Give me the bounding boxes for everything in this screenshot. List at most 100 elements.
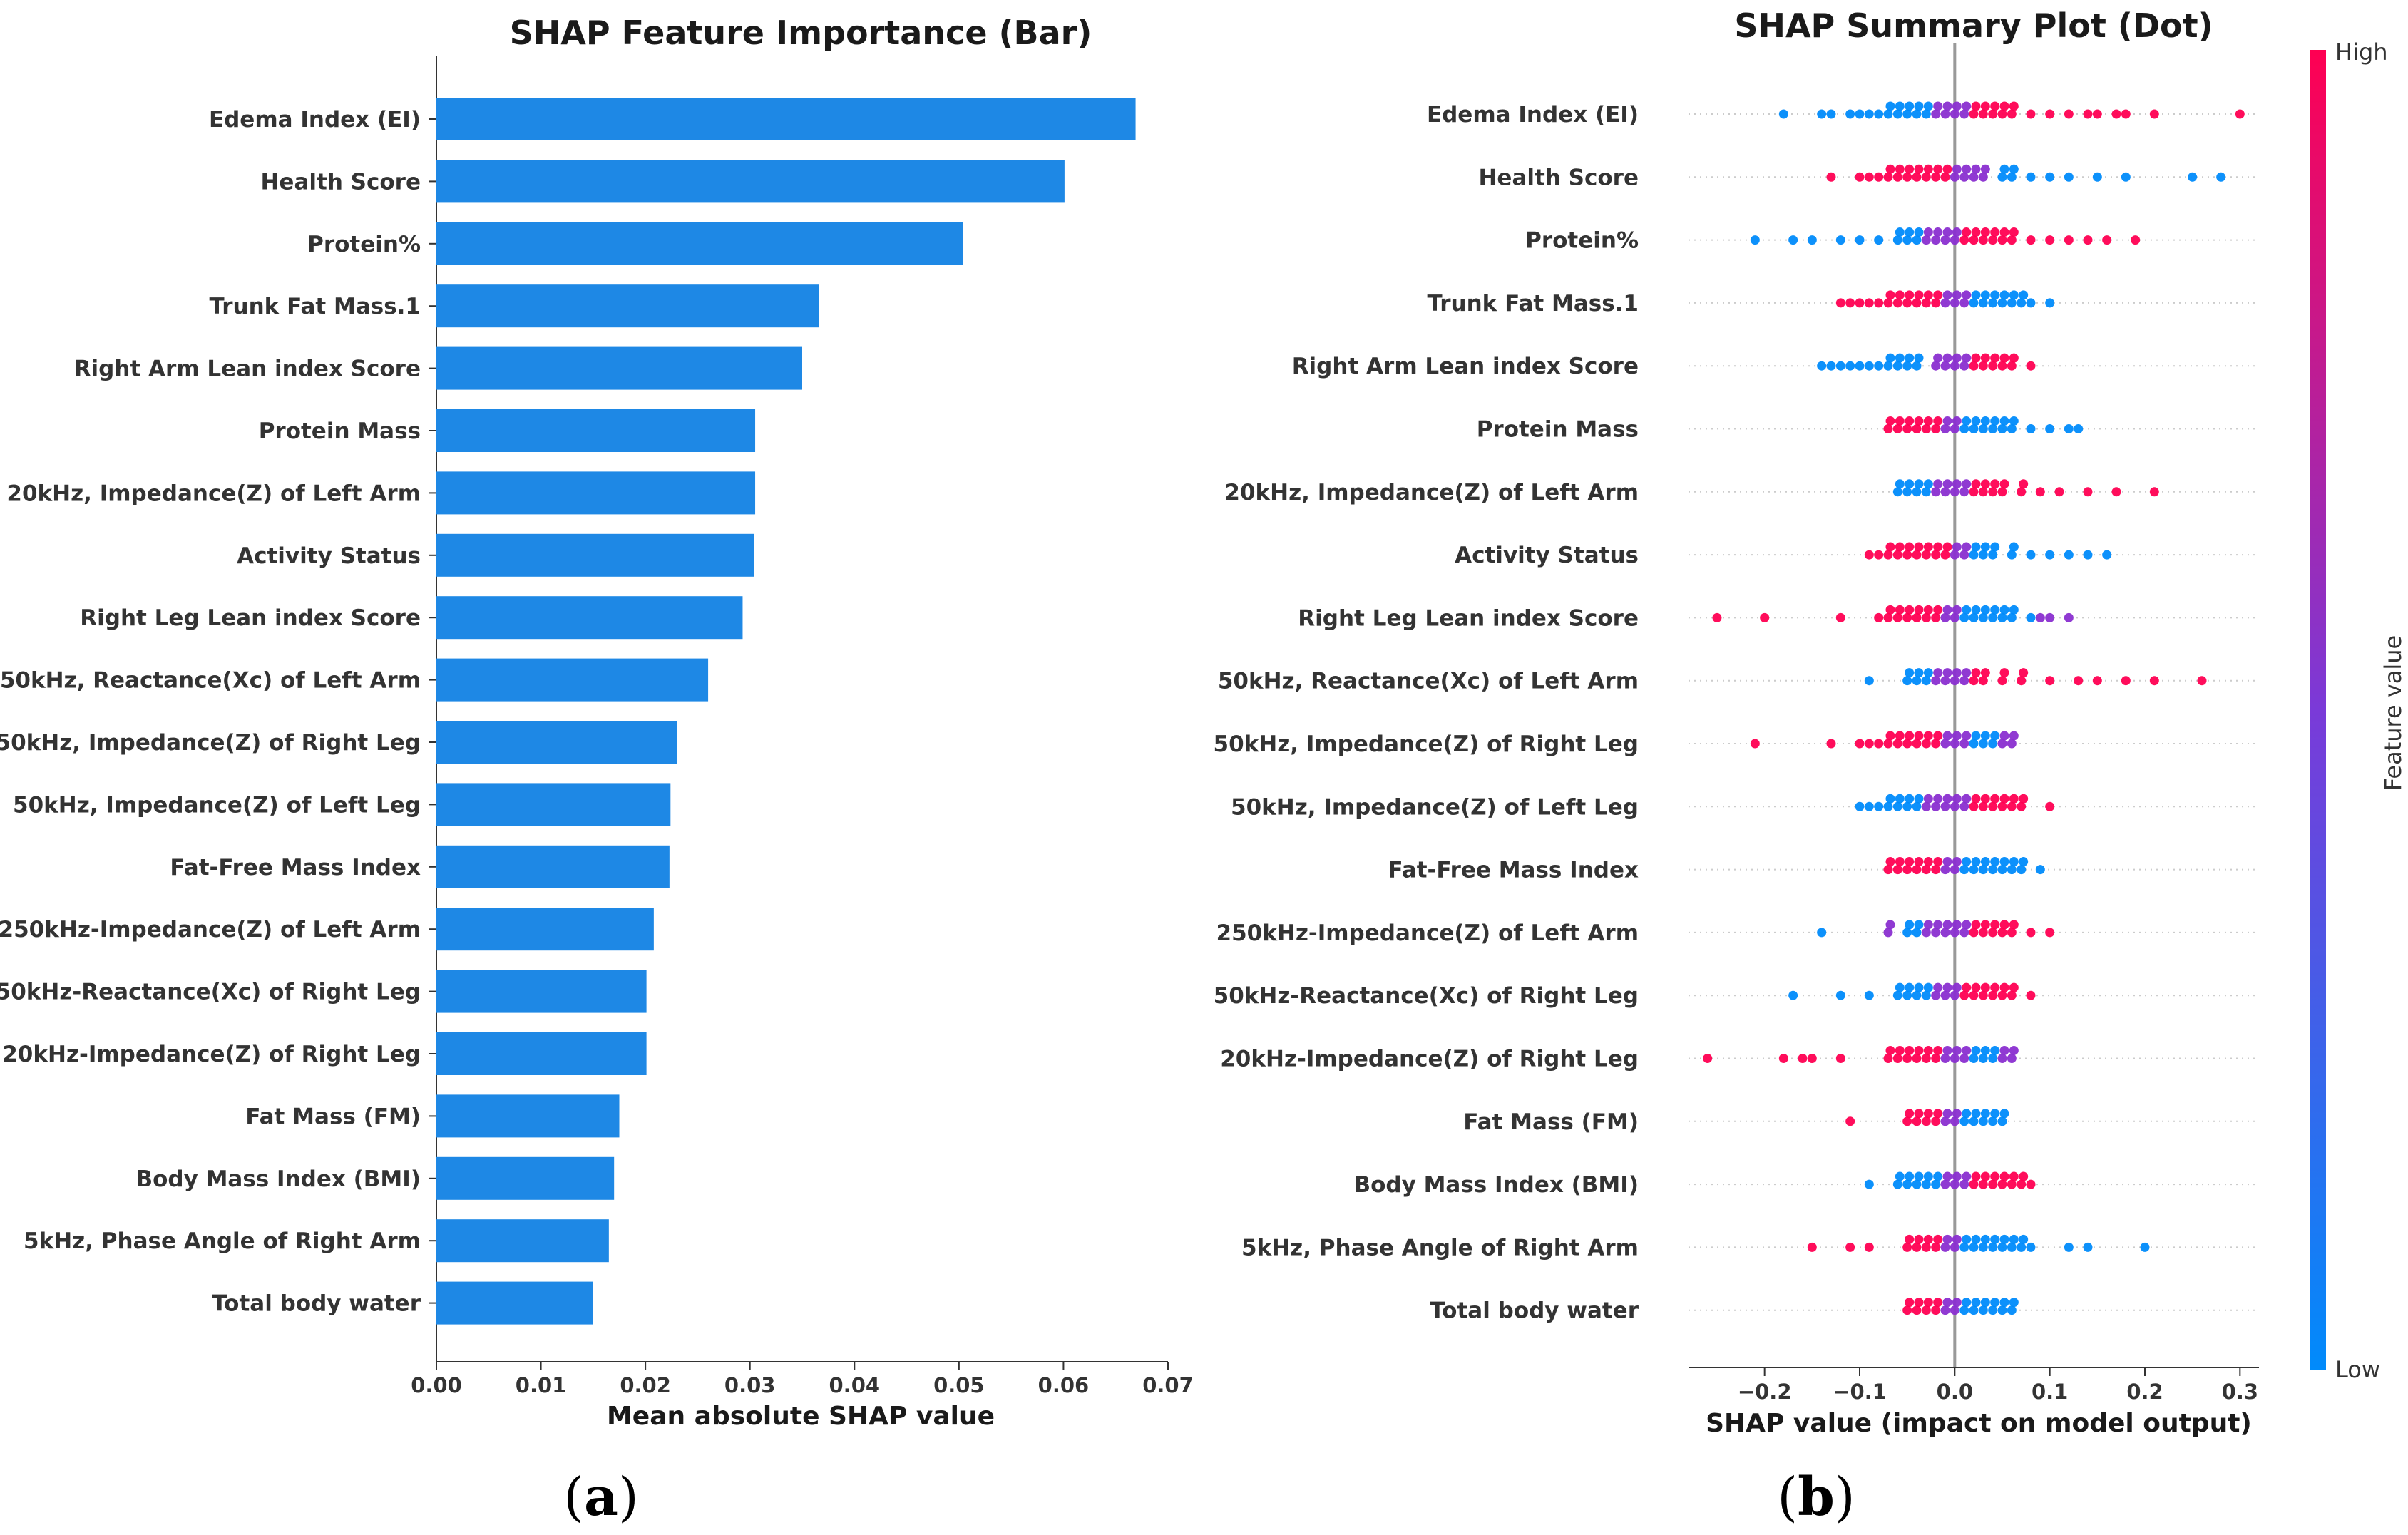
beeswarm-dot xyxy=(1931,361,1941,371)
beeswarm-dot xyxy=(1978,487,1988,497)
beeswarm-dot xyxy=(1883,865,1893,875)
beeswarm-dot xyxy=(2140,1242,2150,1252)
beeswarm-dot xyxy=(1971,1171,1981,1181)
beeswarm-dot xyxy=(1883,550,1893,560)
beeswarm-dot xyxy=(1914,290,1924,300)
beeswarm-dot xyxy=(2102,235,2112,245)
beeswarm-dot xyxy=(1999,982,2009,992)
beeswarm-dot xyxy=(1940,172,1950,182)
beeswarm-dot xyxy=(1931,1305,1941,1315)
beeswarm-dot xyxy=(1990,416,2000,426)
bar-label-protein-mass: Protein Mass xyxy=(259,419,421,444)
beeswarm-dot xyxy=(1962,920,1972,930)
beeswarm-dot xyxy=(2007,424,2017,433)
beeswarm-dot xyxy=(1798,1054,1808,1063)
beeswarm-dot xyxy=(1962,1109,1972,1119)
beeswarm-dot xyxy=(1980,794,1990,804)
beeswarm-dot xyxy=(1997,424,2007,433)
beeswarm-dot xyxy=(1883,612,1893,622)
beeswarm-dot xyxy=(1905,1045,1915,1055)
beeswarm-dot xyxy=(1971,668,1981,678)
bar-label-total-body-water: Total body water xyxy=(212,1291,421,1317)
beeswarm-dot xyxy=(1980,1298,1990,1308)
beeswarm-dot xyxy=(2009,416,2019,426)
beeswarm-dot xyxy=(1952,668,1962,678)
beeswarm-dot xyxy=(1874,235,1884,245)
beeswarm-dot xyxy=(1990,982,2000,992)
beeswarm-dot xyxy=(1942,164,1952,174)
beeswarm-dot xyxy=(2035,612,2045,622)
beeswarm-dot xyxy=(1914,542,1924,552)
beeswarm-dot xyxy=(1952,1109,1962,1119)
beeswarm-dot xyxy=(1942,101,1952,111)
bar-xtick-label: 0.03 xyxy=(724,1373,776,1397)
beeswarm-dot xyxy=(1952,920,1962,930)
beeswarm-dot xyxy=(1923,1045,1933,1055)
beeswarm-dot xyxy=(1874,298,1884,308)
beeswarm-dot xyxy=(1895,227,1905,237)
beeswarm-dot xyxy=(1962,1045,1972,1055)
beeswarm-dot xyxy=(1902,1242,1912,1252)
beeswarm-dot xyxy=(1971,1298,1981,1308)
beeswarm-dot xyxy=(2102,550,2112,560)
beeswarm-dot xyxy=(1912,1116,1922,1126)
beeswarm-dot xyxy=(1933,1234,1943,1244)
beeswarm-dot xyxy=(2007,801,2017,811)
beeswarm-dot xyxy=(1912,487,1922,497)
beeswarm-dot xyxy=(1912,361,1922,371)
beeswarm-dot xyxy=(2054,487,2064,497)
bar-xtick-label: 0.07 xyxy=(1142,1373,1194,1397)
beeswarm-dot xyxy=(1959,298,1969,308)
beeswarm-dot xyxy=(2019,1171,2029,1181)
beeswarm-dot xyxy=(2064,1242,2074,1252)
beeswarm-dot xyxy=(1997,361,2007,371)
beeswarm-dot xyxy=(1923,1171,1933,1181)
beeswarm-dot xyxy=(1914,164,1924,174)
beeswarm-dot xyxy=(1950,1242,1959,1252)
beeswarm-dot xyxy=(1940,235,1950,245)
beeswarm-dot xyxy=(1980,668,1990,678)
beeswarm-dot xyxy=(1895,479,1905,489)
beeswarm-dot xyxy=(2045,298,2055,308)
beeswarm-dot xyxy=(1931,865,1941,875)
beeswarm-dot xyxy=(1817,361,1827,371)
beeswarm-dot xyxy=(1950,109,1959,119)
beeswarm-dot xyxy=(1999,353,2009,363)
beeswarm-dot xyxy=(1912,612,1922,622)
beeswarm-dot xyxy=(1895,164,1905,174)
beeswarm-dot xyxy=(1950,801,1959,811)
beeswarm-dot xyxy=(1978,550,1988,560)
beeswarm-dot xyxy=(1952,605,1962,615)
beeswarm-dot xyxy=(1959,550,1969,560)
beeswarm-dot xyxy=(2111,487,2121,497)
beeswarm-dot xyxy=(2017,865,2027,875)
beeswarm-dot xyxy=(1999,479,2009,489)
bar-activity-status xyxy=(436,533,754,577)
bar-label-50khz-impedance-z-of-right-leg: 50kHz, Impedance(Z) of Right Leg xyxy=(0,730,421,756)
beeswarm-dot xyxy=(2045,424,2055,433)
beeswarm-dot xyxy=(1914,794,1924,804)
beeswarm-dot xyxy=(1950,424,1959,433)
beeswarm-dot xyxy=(1902,801,1912,811)
beeswarm-label-50khz-reactance-xc-of-right-leg: 50kHz-Reactance(Xc) of Right Leg xyxy=(1214,983,1639,1009)
beeswarm-dot xyxy=(1914,416,1924,426)
beeswarm-dot xyxy=(1952,1045,1962,1055)
beeswarm-dot xyxy=(1952,290,1962,300)
beeswarm-dot xyxy=(1874,109,1884,119)
beeswarm-dot xyxy=(1969,739,1979,749)
beeswarm-dot xyxy=(2009,353,2019,363)
beeswarm-dot xyxy=(1978,424,1988,433)
beeswarm-dot xyxy=(2035,487,2045,497)
beeswarm-dot xyxy=(1933,479,1943,489)
beeswarm-dot xyxy=(1923,605,1933,615)
beeswarm-dot xyxy=(2007,109,2017,119)
beeswarm-dot xyxy=(1892,1179,1902,1189)
beeswarm-dot xyxy=(1942,416,1952,426)
beeswarm-dot xyxy=(1923,164,1933,174)
beeswarm-dot xyxy=(1978,865,1988,875)
beeswarm-dot xyxy=(1933,227,1943,237)
beeswarm-dot xyxy=(1931,172,1941,182)
beeswarm-dot xyxy=(1905,101,1915,111)
beeswarm-dot xyxy=(1826,172,1836,182)
beeswarm-dot xyxy=(1885,794,1895,804)
